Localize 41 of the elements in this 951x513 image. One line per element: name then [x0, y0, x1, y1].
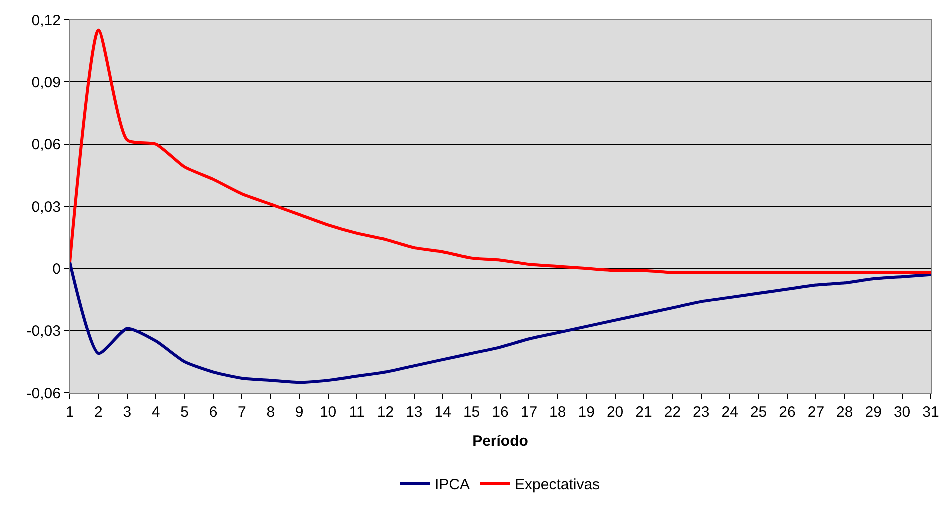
x-tick-label: 16 [492, 404, 509, 421]
x-tick-label: 14 [434, 404, 452, 421]
x-tick-label: 20 [606, 404, 624, 421]
y-tick-label: 0 [52, 260, 61, 278]
x-tick-label: 3 [123, 404, 132, 421]
x-tick-label: 28 [836, 404, 854, 421]
x-tick-label: 25 [750, 404, 768, 421]
x-tick-label: 30 [894, 404, 911, 421]
y-tick-label: 0,03 [32, 198, 61, 216]
x-tick-label: 22 [664, 404, 682, 421]
x-tick-label: 26 [779, 404, 796, 421]
x-tick-label: 5 [180, 404, 189, 421]
x-tick-label: 13 [406, 404, 423, 421]
y-tick-label: -0,06 [26, 385, 61, 402]
x-tick-label: 17 [520, 404, 538, 421]
x-tick-label: 18 [550, 404, 566, 421]
x-tick-label: 7 [238, 404, 246, 421]
x-tick-label: 29 [865, 404, 882, 421]
x-tick-label: 23 [693, 404, 710, 421]
x-tick-label: 27 [808, 404, 825, 421]
x-tick-label: 31 [922, 404, 940, 421]
x-tick-label: 21 [636, 404, 652, 421]
x-tick-label: 8 [266, 404, 276, 421]
x-tick-label: 15 [463, 404, 480, 421]
y-tick-label: 0,12 [32, 12, 61, 30]
legend-label: Expectativas [515, 476, 600, 494]
x-tick-label: 12 [377, 404, 394, 421]
x-tick-label: 2 [94, 404, 103, 421]
x-tick-label: 24 [722, 404, 738, 421]
x-tick-label: 10 [320, 404, 337, 421]
x-tick-label: 11 [349, 404, 365, 421]
x-tick-label: 1 [66, 404, 74, 421]
y-tick-label: -0,03 [26, 323, 61, 340]
x-tick-label: 6 [209, 404, 218, 421]
x-tick-label: 19 [578, 404, 595, 421]
y-tick-label: 0,06 [32, 136, 61, 154]
x-axis-title: Período [472, 433, 528, 450]
legend-label: IPCA [435, 476, 470, 494]
x-tick-label: 9 [295, 404, 304, 421]
x-tick-label: 4 [152, 404, 160, 421]
y-tick-label: 0,09 [32, 74, 61, 92]
